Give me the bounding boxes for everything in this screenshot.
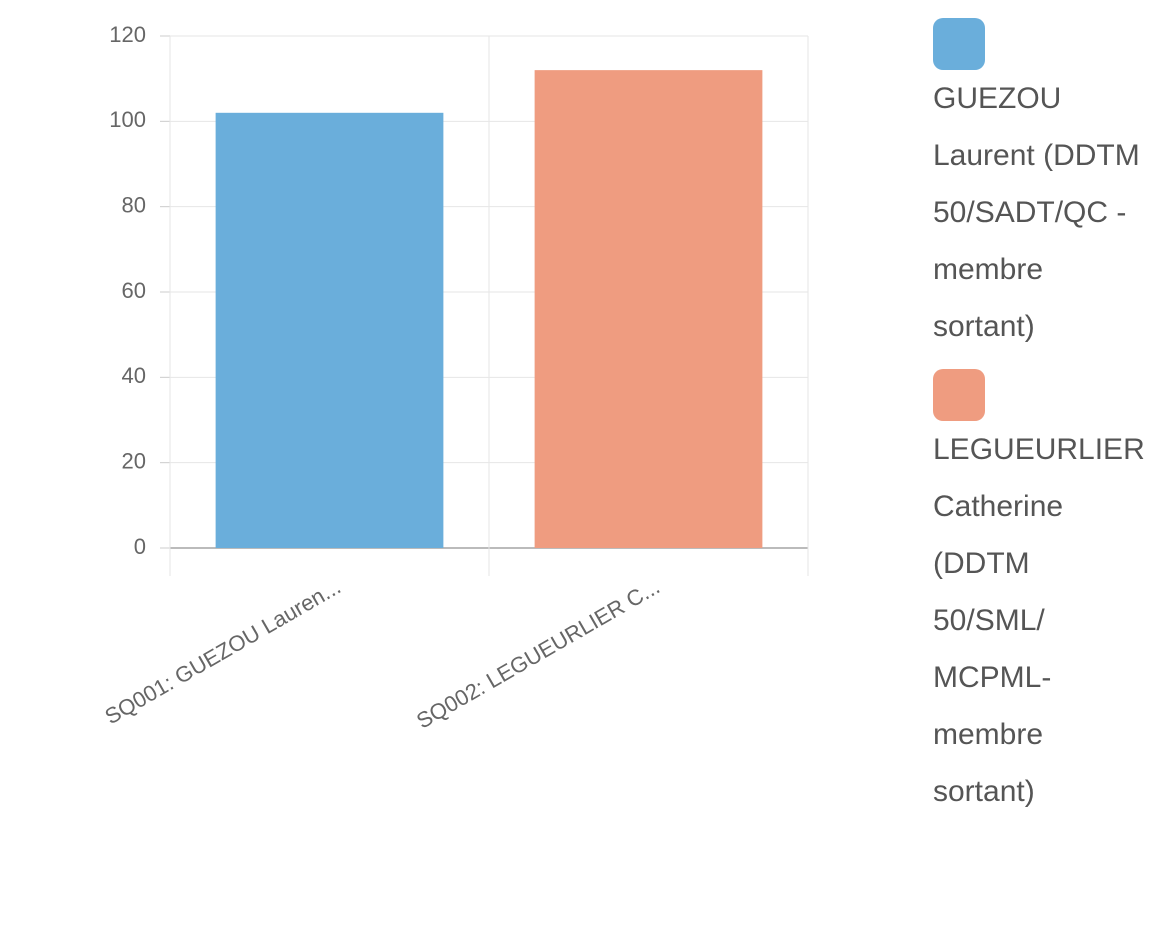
legend-label: LEGUEURLIER Catherine (DDTM 50/SML/ MCPM… xyxy=(933,433,1145,808)
bar xyxy=(534,70,763,548)
x-tick-label: SQ001: GUEZOU Lauren... xyxy=(101,574,345,730)
legend-item[interactable]: LEGUEURLIER Catherine (DDTM 50/SML/ MCPM… xyxy=(933,369,1145,820)
chart: 0 20 40 60 80 100 120 SQ001: GUEZOU Lauren... SQ… xyxy=(101,22,809,734)
y-tick-label: 100 xyxy=(109,107,146,132)
x-tick-label: SQ002: LEGUEURLIER C... xyxy=(412,574,664,734)
y-tick-label: 40 xyxy=(122,363,146,388)
legend-swatch xyxy=(933,369,985,421)
y-tick-label: 120 xyxy=(109,22,146,47)
y-tick-label: 20 xyxy=(122,448,146,473)
y-tick-label: 60 xyxy=(122,278,146,303)
y-tick-label: 80 xyxy=(122,192,146,217)
legend-label: GUEZOU Laurent (DDTM 50/SADT/QC - membre… xyxy=(933,82,1140,343)
y-tick-label: 0 xyxy=(134,534,146,559)
legend: GUEZOU Laurent (DDTM 50/SADT/QC - membre… xyxy=(933,18,1145,834)
legend-item[interactable]: GUEZOU Laurent (DDTM 50/SADT/QC - membre… xyxy=(933,18,1145,355)
legend-swatch xyxy=(933,18,985,70)
bar xyxy=(215,112,444,549)
